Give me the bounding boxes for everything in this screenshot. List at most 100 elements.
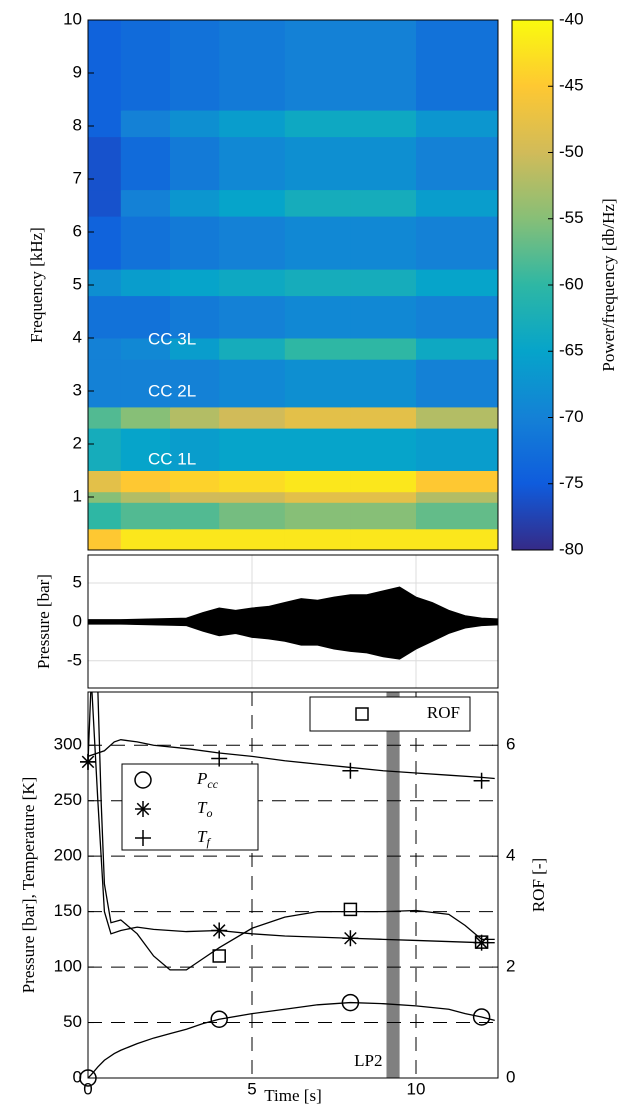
- marker-shape: [474, 935, 489, 949]
- heatmap-cell: [284, 502, 351, 530]
- heatmap-cell: [350, 110, 417, 138]
- marker: [212, 949, 226, 963]
- heatmap-cell: [416, 502, 498, 530]
- y2-axis-label: ROF [-]: [529, 858, 548, 912]
- colorbar-tick-label: -55: [559, 208, 584, 227]
- heatmap-cell: [88, 428, 122, 471]
- heatmap-cell: [170, 528, 220, 550]
- y-tick-label: 100: [54, 957, 82, 976]
- heatmap-cell: [219, 338, 286, 360]
- y-tick-label: 150: [54, 901, 82, 920]
- heatmap-cell: [350, 470, 417, 493]
- heatmap-cell: [219, 502, 286, 530]
- annotation: CC 3L: [148, 329, 196, 348]
- y-tick-label: 7: [73, 168, 82, 187]
- y-tick-label: 0: [73, 611, 82, 630]
- colorbar-tick-label: -50: [559, 142, 584, 161]
- heatmap-cell: [350, 20, 417, 111]
- marker: [211, 922, 228, 939]
- heatmap-cell: [120, 406, 171, 429]
- marker: [474, 935, 489, 949]
- pressure-signal: [88, 586, 498, 660]
- marker: [211, 750, 228, 767]
- heatmap-cell: [88, 359, 122, 408]
- y-axis-label: Frequency [kHz]: [27, 227, 46, 343]
- colorbar-tick-label: -45: [559, 76, 584, 95]
- y-tick-label: 5: [73, 572, 82, 591]
- legend: ROF: [309, 696, 471, 732]
- heatmap-cell: [284, 110, 351, 138]
- heatmap-cell: [219, 528, 286, 550]
- heatmap-cell: [120, 528, 171, 550]
- y-tick-label: 5: [73, 274, 82, 293]
- heatmap-cell: [219, 20, 286, 111]
- y-tick-label: 4: [73, 327, 82, 346]
- series-line: [97, 692, 495, 971]
- heatmap-cell: [416, 491, 498, 503]
- y-tick-label: -5: [67, 650, 82, 669]
- heatmap-cell: [120, 269, 171, 297]
- marker: [342, 762, 359, 779]
- marker: [135, 830, 151, 846]
- heatmap-cell: [120, 502, 171, 530]
- heatmap-cell: [416, 136, 498, 191]
- colorbar-tick-label: -75: [559, 473, 584, 492]
- heatmap-cell: [170, 110, 220, 138]
- heatmap-cell: [170, 295, 220, 339]
- colorbar-tick-label: -80: [559, 539, 584, 558]
- marker: [343, 902, 358, 917]
- heatmap-cell: [170, 406, 220, 429]
- heatmap-cell: [219, 189, 286, 217]
- heatmap-cell: [88, 269, 122, 297]
- heatmap-cell: [284, 295, 351, 339]
- heatmap-cell: [416, 528, 498, 550]
- annotation: CC 2L: [148, 381, 196, 400]
- y-tick-label: 10: [63, 9, 82, 28]
- heatmap-cell: [416, 110, 498, 138]
- heatmap-cell: [284, 338, 351, 360]
- heatmap-cell: [350, 502, 417, 530]
- y-axis-label: Pressure [bar]: [34, 574, 53, 669]
- x-tick-label: 10: [407, 1079, 426, 1098]
- heatmap-cell: [120, 338, 171, 360]
- legend: Pcc To Tf: [121, 763, 259, 851]
- legend-label: To: [197, 798, 212, 820]
- annotation: CC 1L: [148, 449, 196, 468]
- heatmap-cell: [88, 528, 122, 550]
- y-tick-label: 250: [54, 790, 82, 809]
- x-axis-label: Time [s]: [264, 1086, 321, 1105]
- marker-shape: [210, 1010, 228, 1028]
- heatmap-cell: [88, 491, 122, 503]
- y-axis-label: Pressure [bar], Temperature [K]: [19, 777, 38, 994]
- heatmap-cell: [219, 110, 286, 138]
- heatmap-cell: [88, 502, 122, 530]
- heatmap-cell: [170, 20, 220, 111]
- y-tick-label: 200: [54, 846, 82, 865]
- heatmap-cell: [219, 359, 286, 408]
- y2-tick-label: 4: [506, 846, 515, 865]
- heatmap-cell: [219, 491, 286, 503]
- y-tick-label: 300: [54, 735, 82, 754]
- y-tick-label: 8: [73, 115, 82, 134]
- colorbar-tick-label: -65: [559, 341, 584, 360]
- marker: [210, 1010, 228, 1028]
- legend-box: [309, 696, 471, 732]
- y-axis-label: Power/frequency [db/Hz]: [599, 198, 618, 371]
- marker-shape: [344, 931, 357, 945]
- plot-frame: [87, 691, 499, 1079]
- heatmap-cell: [284, 189, 351, 217]
- x-tick-label: 0: [83, 1079, 92, 1098]
- marker-shape: [343, 902, 358, 917]
- heatmap-cell: [170, 359, 220, 408]
- heatmap-cell: [120, 295, 171, 339]
- heatmap: [88, 20, 498, 550]
- marker: [342, 930, 359, 947]
- heatmap-cell: [284, 216, 351, 270]
- heatmap-cell: [416, 428, 498, 471]
- marker: [472, 1008, 491, 1026]
- heatmap-cell: [120, 189, 171, 217]
- heatmap-cell: [350, 428, 417, 471]
- heatmap-cell: [416, 406, 498, 429]
- heatmap-cell: [416, 359, 498, 408]
- heatmap-cell: [416, 269, 498, 297]
